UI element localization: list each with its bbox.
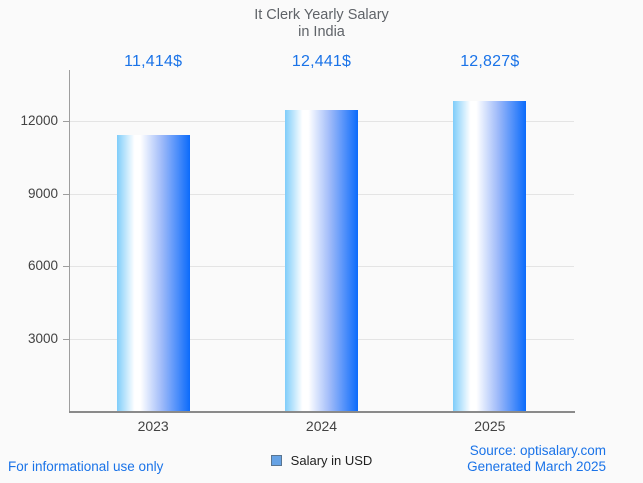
- value-label-2023: 11,414$: [124, 53, 183, 70]
- value-label-2024: 12,441$: [291, 53, 352, 70]
- chart-title: It Clerk Yearly Salary in India: [0, 7, 643, 41]
- bar-2024: [285, 110, 358, 411]
- y-tick-label-6000: 6000: [27, 258, 58, 273]
- source-block: Source: optisalary.com Generated March 2…: [467, 443, 606, 475]
- x-axis-line: [69, 411, 575, 413]
- y-tick-mark-12000: [63, 121, 69, 122]
- generated-text: Generated March 2025: [467, 459, 606, 474]
- legend-swatch-icon: [270, 454, 282, 466]
- value-label-2025: 12,827$: [460, 53, 520, 70]
- y-tick-label-12000: 12000: [20, 113, 58, 128]
- bar-2023: [116, 135, 190, 411]
- y-tick-label-3000: 3000: [27, 330, 58, 346]
- chart-title-line2: in India: [298, 24, 345, 40]
- y-tick-label-9000: 9000: [27, 185, 58, 201]
- y-tick-mark-3000: [63, 338, 69, 340]
- legend-label: Salary in USD: [290, 452, 373, 468]
- y-tick-mark-6000: [63, 266, 69, 267]
- bar-2025: [453, 101, 527, 411]
- y-tick-mark-9000: [63, 193, 69, 195]
- chart-legend: Salary in USD: [0, 452, 643, 468]
- y-axis-line: [69, 70, 70, 413]
- chart-title-line1: It Clerk Yearly Salary: [254, 7, 389, 23]
- source-text: Source: optisalary.com: [469, 443, 606, 458]
- x-tick-label-2024: 2024: [305, 418, 338, 434]
- disclaimer-text: For informational use only: [8, 459, 164, 474]
- x-tick-label-2023: 2023: [137, 418, 169, 434]
- x-tick-label-2025: 2025: [474, 418, 506, 434]
